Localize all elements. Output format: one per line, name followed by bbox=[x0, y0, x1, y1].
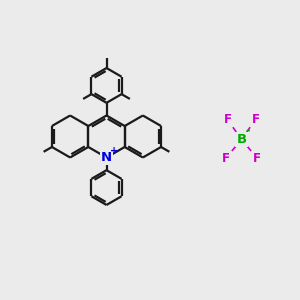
Text: F: F bbox=[222, 152, 230, 165]
Text: B: B bbox=[236, 133, 247, 146]
Text: N: N bbox=[101, 151, 112, 164]
Text: -: - bbox=[246, 126, 250, 136]
Text: F: F bbox=[253, 152, 261, 165]
Text: F: F bbox=[252, 113, 260, 126]
Text: +: + bbox=[110, 146, 118, 156]
Text: F: F bbox=[224, 113, 231, 126]
